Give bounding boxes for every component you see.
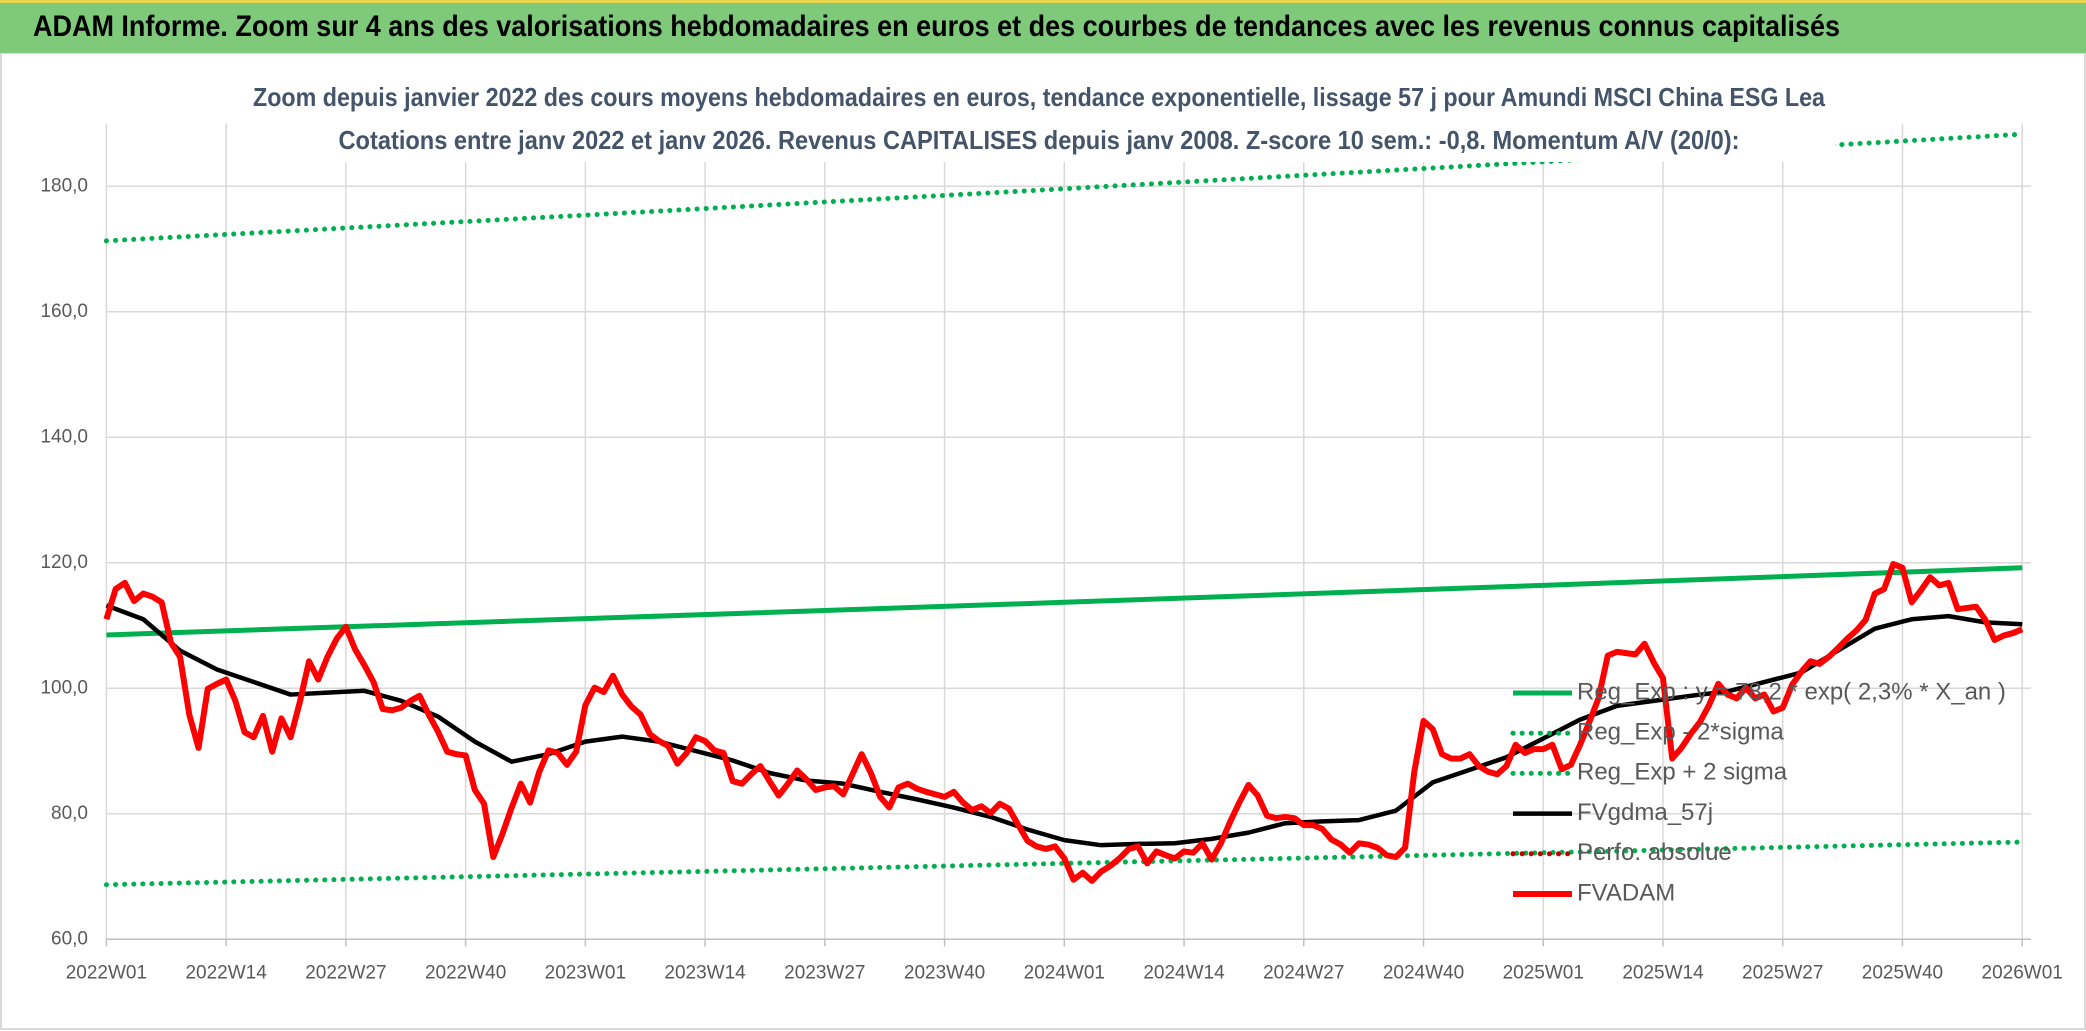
y-tick-label: 120,0: [40, 552, 88, 573]
x-tick-label: 2025W27: [1742, 962, 1823, 983]
grid: 60,0 80,0 100,0 120,0 140,0 160,0 180,0 2022W01…: [40, 123, 2063, 983]
legend: Reg_Exp : y = 78,2 * exp( 2,3% * X_an ) R…: [1510, 678, 2006, 906]
legend-label: Reg_Exp - 2*sigma: [1577, 719, 1784, 746]
header-band: [0, 0, 2086, 53]
x-tick-label: 2024W40: [1383, 962, 1464, 983]
y-tick-label: 100,0: [40, 677, 88, 698]
legend-label: FVADAM: [1577, 879, 1675, 906]
series-line: [103, 561, 2024, 884]
series-line: [106, 565, 2023, 638]
series-line: [103, 839, 2025, 888]
x-tick-label: 2025W14: [1622, 962, 1704, 983]
title-backdrop: [330, 122, 1835, 162]
header-title: ADAM Informe. Zoom sur 4 ans des valoris…: [33, 10, 1840, 43]
x-tick-label: 2023W01: [545, 962, 626, 983]
chart-subtitle: Cotations entre janv 2022 et janv 2026. …: [339, 125, 1740, 155]
legend-label: Reg_Exp : y = 78,2 * exp( 2,3% * X_an ): [1577, 678, 2006, 705]
x-tick-label: 2024W14: [1143, 962, 1225, 983]
legend-label: Reg_Exp + 2 sigma: [1577, 759, 1788, 786]
chart-frame: [0, 52, 2086, 1030]
series-line: [103, 131, 2025, 244]
x-tick-label: 2025W01: [1503, 962, 1584, 983]
y-tick-label: 80,0: [51, 803, 88, 824]
x-tick-label: 2026W01: [1982, 962, 2063, 983]
chart-title: Zoom depuis janvier 2022 des cours moyen…: [253, 82, 1825, 112]
x-tick-label: 2024W27: [1263, 962, 1344, 983]
x-tick-label: 2022W27: [305, 962, 386, 983]
y-tick-label: 180,0: [40, 175, 88, 196]
header-stripe: [0, 0, 2086, 3]
x-tick-label: 2022W01: [66, 962, 147, 983]
legend-label: FVgdma_57j: [1577, 799, 1713, 826]
y-tick-label: 140,0: [40, 426, 88, 447]
x-tick-label: 2023W27: [784, 962, 865, 983]
x-tick-label: 2022W40: [425, 962, 506, 983]
x-tick-label: 2023W40: [904, 962, 985, 983]
series: [103, 131, 2025, 888]
y-tick-label: 60,0: [51, 928, 88, 949]
legend-label: Perfo. absolue: [1577, 839, 1732, 866]
x-tick-label: 2023W14: [664, 962, 746, 983]
y-tick-label: 160,0: [40, 301, 88, 322]
x-tick-label: 2025W40: [1862, 962, 1943, 983]
x-tick-label: 2022W14: [185, 962, 267, 983]
x-tick-label: 2024W01: [1024, 962, 1105, 983]
